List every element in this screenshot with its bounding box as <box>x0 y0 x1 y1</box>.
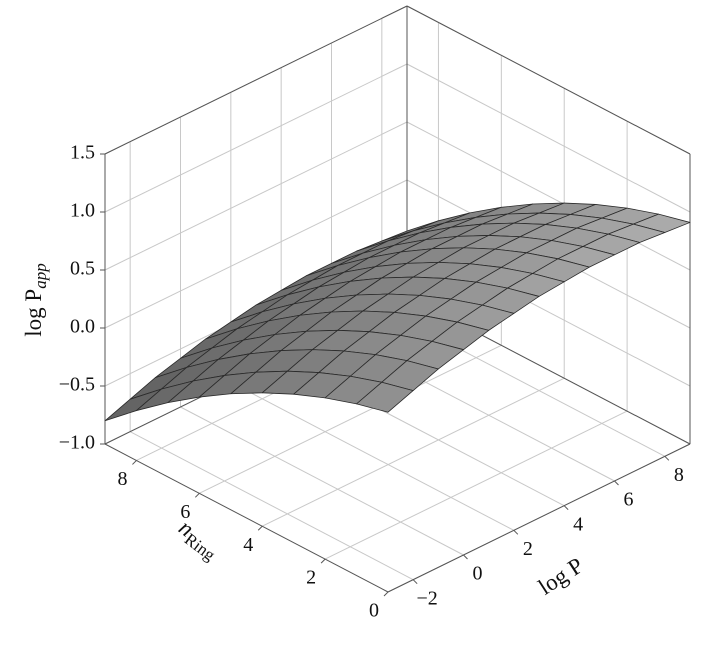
tick-mark <box>463 554 468 560</box>
floor-grid-line <box>129 431 414 581</box>
x-tick-label: 4 <box>573 513 583 535</box>
tick-mark <box>513 529 519 535</box>
tick-mark <box>664 455 670 461</box>
tick-mark <box>614 480 619 486</box>
tick-mark <box>257 525 263 531</box>
tick-mark <box>132 460 137 465</box>
z-axis-label: log Papp <box>21 263 50 336</box>
z-tick-label: 1.0 <box>70 200 95 222</box>
floor-grid-line <box>324 410 628 560</box>
x-tick-label: 2 <box>523 538 533 560</box>
floor-grid-line <box>199 344 502 494</box>
z-axis-label-main: log P <box>21 289 46 337</box>
wall-grid-line <box>104 179 408 329</box>
z-tick-label: 1.5 <box>70 142 95 164</box>
y-tick-label: 6 <box>180 501 190 523</box>
y-tick-label: 0 <box>369 600 379 622</box>
z-tick-label: −1.0 <box>59 432 95 454</box>
tick-mark <box>320 558 326 564</box>
box-edge <box>104 443 389 593</box>
box-edge <box>406 5 691 155</box>
box-edge <box>104 5 408 155</box>
y-tick-label: 4 <box>243 534 253 556</box>
wall-grid-line <box>104 63 408 213</box>
wall-grid-line <box>104 121 408 271</box>
surface <box>104 202 691 422</box>
y-tick-label: 8 <box>117 468 127 490</box>
x-tick-label: 0 <box>473 563 483 585</box>
tick-mark <box>194 492 200 498</box>
y-tick-label: 2 <box>306 567 316 589</box>
tick-mark <box>383 591 389 597</box>
wall-grid-line <box>406 121 691 271</box>
z-axis-label-sub: app <box>31 263 50 289</box>
x-tick-label: −2 <box>417 587 438 609</box>
floor-grid-line <box>230 381 515 531</box>
floor-grid-line <box>180 406 464 556</box>
labels: −1.0 −0.5 0.0 0.5 1.0 1.5 −2 0 2 4 6 8 0 2 4 6 8 <box>59 142 684 622</box>
z-tick-label: 0.5 <box>70 258 95 280</box>
tick-mark <box>412 579 418 585</box>
z-tick-label: 0.0 <box>70 316 95 338</box>
x-axis-label: log P <box>534 553 588 600</box>
box-edge <box>387 443 691 593</box>
surface-cell <box>356 381 414 413</box>
x-tick-label: 6 <box>624 489 634 511</box>
z-tick-label: −0.5 <box>59 374 95 396</box>
tick-mark <box>563 505 569 511</box>
wall-grid-line <box>406 63 691 213</box>
floor-grid-line <box>262 377 565 527</box>
x-tick-label: 8 <box>674 464 684 486</box>
